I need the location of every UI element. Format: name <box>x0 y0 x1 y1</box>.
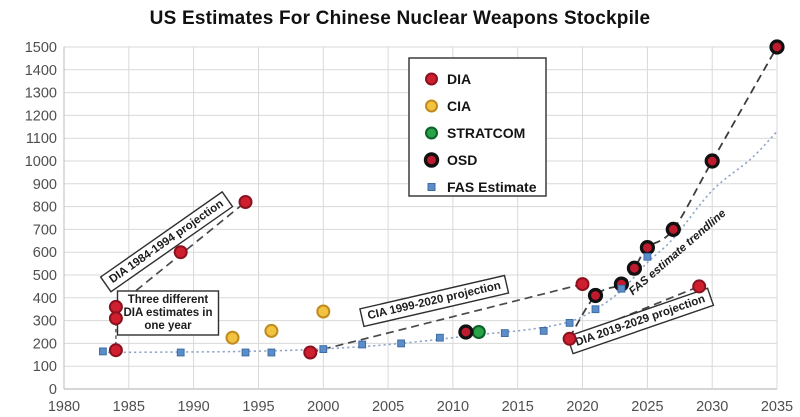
fas-estimate-trendline <box>102 130 778 354</box>
data-point-dia-1994 <box>238 195 253 209</box>
chart-title: US Estimates For Chinese Nuclear Weapons… <box>149 8 651 29</box>
data-point-dia-1984 <box>108 311 123 326</box>
y-tick-label: 1500 <box>25 40 57 56</box>
y-tick-label: 1400 <box>25 63 57 79</box>
data-point-fas-estimate-2023 <box>617 284 626 293</box>
yellow-dot-icon <box>425 99 438 113</box>
y-tick-label: 1000 <box>25 154 57 170</box>
y-tick-label: 0 <box>49 382 57 398</box>
data-point-fas-estimate-2003 <box>358 340 367 349</box>
data-point-cia-2000 <box>316 304 331 319</box>
legend-item-label: CIA <box>447 98 471 114</box>
data-point-osd-2030 <box>704 153 720 169</box>
data-point-dia-2020 <box>575 277 590 292</box>
dia-2019-2029-projection-line <box>569 285 700 340</box>
data-point-dia-1984 <box>108 299 123 314</box>
series-dia <box>108 195 707 360</box>
y-tick-label: 100 <box>33 359 57 375</box>
y-tick-label: 400 <box>33 291 57 307</box>
data-point-osd-2035 <box>769 39 785 55</box>
x-tick-label: 2030 <box>696 399 728 415</box>
dia-1984-1994-projection-label-box <box>99 190 234 293</box>
x-tick-label: 2035 <box>761 399 793 415</box>
data-point-fas-estimate-2000 <box>319 345 328 354</box>
axis-labels: 0 100 200 300 400 500 600 700 800 900 1000 1100 1200… <box>25 40 793 415</box>
data-point-fas-estimate-2021 <box>591 305 600 314</box>
x-tick-label: 1995 <box>242 399 274 415</box>
series-cia <box>225 304 331 345</box>
legend-item-label: DIA <box>447 71 471 87</box>
legend-item-label: FAS Estimate <box>447 179 537 195</box>
legend-item-dia: DIA <box>425 71 471 87</box>
x-tick-label: 2000 <box>307 399 339 415</box>
y-tick-label: 300 <box>33 314 57 330</box>
three-dia-estimates-label: Three different DIA estimates in one year <box>116 290 220 336</box>
data-point-osd-2024 <box>626 260 643 276</box>
data-point-cia-1993 <box>225 330 240 345</box>
data-point-osd-2021 <box>587 287 604 304</box>
x-tick-label: 2005 <box>372 399 404 415</box>
data-point-dia-1989 <box>173 245 188 260</box>
cia-1999-2020-projection-label-text: CIA 1999-2020 projection <box>366 280 502 322</box>
x-tick-label: 2020 <box>566 399 598 415</box>
data-point-dia-1999 <box>303 345 318 360</box>
y-tick-label: 900 <box>33 177 57 193</box>
data-point-dia-2019 <box>562 331 577 346</box>
data-point-fas-estimate-2014 <box>500 329 509 338</box>
y-tick-label: 1100 <box>26 131 57 147</box>
data-point-osd-2027 <box>665 221 681 237</box>
legend-item-stratcom: STRATCOM <box>425 125 525 141</box>
data-point-fas-estimate-2017 <box>539 327 548 335</box>
data-point-dia-1984 <box>108 343 123 358</box>
data-series <box>99 39 785 360</box>
legend-item-label: STRATCOM <box>447 125 525 141</box>
data-point-stratcom-2012 <box>471 325 486 339</box>
data-point-osd-2025 <box>639 240 656 256</box>
green-dot-icon <box>425 126 438 140</box>
x-tick-label: 1980 <box>48 399 80 415</box>
y-tick-label: 600 <box>33 245 57 261</box>
data-point-fas-estimate-1989 <box>176 348 185 357</box>
series-osd <box>458 39 785 340</box>
data-point-fas-estimate-1996 <box>267 348 276 357</box>
y-tick-label: 1200 <box>25 108 57 124</box>
cia-1999-2020-projection-label: CIA 1999-2020 projection <box>359 274 510 328</box>
x-tick-label: 2015 <box>502 399 534 415</box>
y-tick-label: 700 <box>33 222 57 238</box>
blue-square-icon <box>427 183 436 191</box>
y-tick-label: 800 <box>33 200 57 216</box>
red-dot-black-ring-icon <box>423 152 440 168</box>
y-tick-label: 500 <box>33 268 57 284</box>
legend-item-fas-estimate: FAS Estimate <box>427 179 537 195</box>
legend: DIA CIA STRATCOM OSD FAS Estimate <box>408 57 547 197</box>
data-point-fas-estimate-1983 <box>99 347 107 356</box>
data-point-fas-estimate-1994 <box>241 348 250 357</box>
data-point-fas-estimate-2019 <box>565 319 574 327</box>
dia-1984-1994-projection-label-text: DIA 1984-1994 projection <box>107 198 226 286</box>
red-dot-icon <box>425 72 438 86</box>
data-point-dia-2029 <box>692 279 707 294</box>
three-dia-estimates-label-text: Three different DIA estimates in one year <box>123 294 212 332</box>
three-dia-estimates-label-box <box>116 290 220 336</box>
y-tick-label: 1300 <box>25 86 57 102</box>
cia-1999-2020-projection-label-box <box>359 274 510 328</box>
data-point-osd-2011 <box>458 324 474 340</box>
y-tick-label: 200 <box>33 336 57 352</box>
data-point-fas-estimate-2009 <box>436 333 444 342</box>
x-tick-label: 1985 <box>113 399 145 415</box>
data-point-fas-estimate-2006 <box>397 339 406 348</box>
x-tick-label: 1990 <box>177 399 209 415</box>
series-stratcom <box>471 325 486 339</box>
series-fas-estimate <box>99 252 652 357</box>
data-point-cia-1996 <box>264 323 279 338</box>
data-point-fas-estimate-2025 <box>643 252 652 261</box>
legend-item-osd: OSD <box>423 152 477 168</box>
x-tick-label: 2025 <box>631 399 663 415</box>
legend-item-label: OSD <box>447 152 477 168</box>
cia-1999-2020-projection-line <box>310 283 583 354</box>
x-tick-label: 2010 <box>437 399 469 415</box>
legend-item-cia: CIA <box>425 98 471 114</box>
